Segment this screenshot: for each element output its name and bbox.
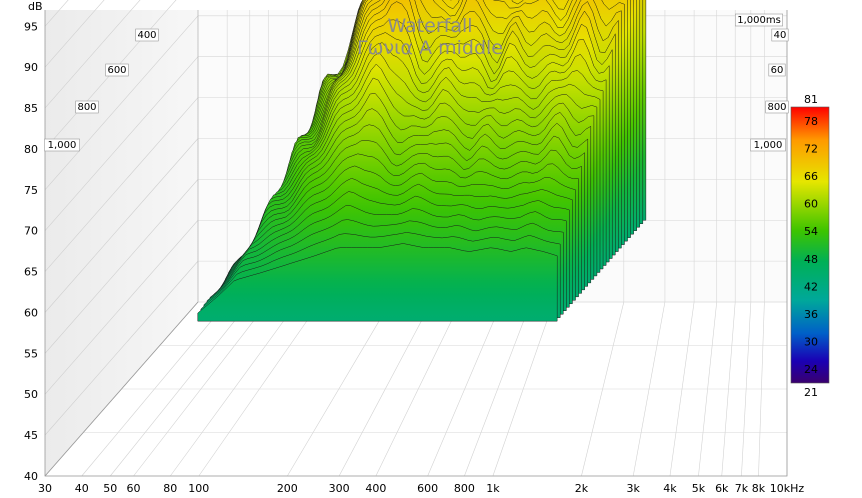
x-tick-label: 5k [692,482,706,495]
x-tick-label: 300 [329,482,350,495]
colorbar-label: 36 [804,308,818,321]
svg-text:600: 600 [107,65,126,76]
chart-subtitle: Γωνια A middle [357,37,503,59]
y-tick-label: 55 [24,347,38,360]
x-tick-label: 4k [663,482,677,495]
y-axis-label: dB [28,0,43,13]
y-tick-label: 90 [24,61,38,74]
x-tick-label: 10kHz [770,482,805,495]
y-tick-label: 85 [24,102,38,115]
axis-depth [44,301,199,477]
time-label-right: 40 [771,28,789,42]
svg-text:400: 400 [137,30,156,41]
chart-title: Waterfall [387,15,472,37]
svg-text:40: 40 [774,30,787,41]
time-label-right: 800 [765,100,789,114]
colorbar-label: 24 [804,363,818,376]
svg-text:60: 60 [771,65,784,76]
colorbar-label: 78 [804,115,818,128]
waterfall-slice [197,243,558,322]
x-tick-label: 8k [752,482,766,495]
svg-text:800: 800 [77,102,96,113]
x-tick-label: 7k [735,482,749,495]
x-tick-label: 100 [188,482,209,495]
time-label-left: 800 [75,100,99,114]
colorbar [790,106,830,384]
colorbar-label: 54 [804,225,818,238]
axis-frame [44,10,788,477]
y-tick-label: 45 [24,429,38,442]
grid-line-level [44,138,199,313]
x-tick-label: 6k [715,482,729,495]
y-tick-label: 65 [24,266,38,279]
x-tick-label: 800 [454,482,475,495]
colorbar-label: 66 [804,170,818,183]
x-tick-label: 2k [575,482,589,495]
x-tick-label: 60 [127,482,141,495]
svg-text:1,000ms: 1,000ms [737,15,781,26]
svg-text:1,000: 1,000 [48,140,77,151]
colorbar-label: 60 [804,198,818,211]
grid-line-level [44,0,141,109]
y-tick-label: 95 [24,20,38,33]
colorbar-label: 72 [804,142,818,155]
time-label-right: 60 [768,63,786,77]
y-tick-label: 80 [24,143,38,156]
x-tick-label: 200 [277,482,298,495]
colorbar-label: 30 [804,336,818,349]
svg-text:1,000: 1,000 [754,140,783,151]
colorbar-label: 42 [804,280,818,293]
colorbar-label: 21 [804,386,818,399]
time-label-right: 1,000 [750,138,786,152]
svg-text:800: 800 [767,102,786,113]
x-tick-label: 80 [163,482,177,495]
grid-line-level [44,56,199,231]
grid-line-level [44,0,105,68]
grid-line-level [44,260,199,436]
grid-line-level [44,220,199,395]
colorbar-labels: 81 78 72 66 60 54 48 42 36 30 24 21 [804,93,818,399]
time-label-left: 400 [135,28,159,42]
y-tick-label: 75 [24,184,38,197]
y-tick-label: 70 [24,225,38,238]
colorbar-gradient [790,106,830,384]
time-label-left: 600 [105,63,129,77]
grid-line-level [44,97,199,272]
grid-line-level [44,15,199,191]
x-tick-label: 1k [486,482,500,495]
y-tick-label: 60 [24,306,38,319]
grid-line-level [44,179,199,354]
time-label-left: 1,000 [44,138,80,152]
colorbar-label: 48 [804,253,818,266]
y-tick-label: 40 [24,470,38,483]
x-tick-label: 50 [103,482,117,495]
x-tick-label: 3k [627,482,641,495]
colorbar-label: 81 [804,93,818,106]
y-tick-label: 50 [24,388,38,401]
waterfall-slices [197,0,647,322]
x-tick-label: 600 [417,482,438,495]
x-tick-label: 400 [365,482,386,495]
time-label-right: 1,000ms [734,13,783,27]
grid-line-level [44,0,177,150]
x-tick-label: 40 [75,482,89,495]
x-tick-label: 30 [38,482,52,495]
